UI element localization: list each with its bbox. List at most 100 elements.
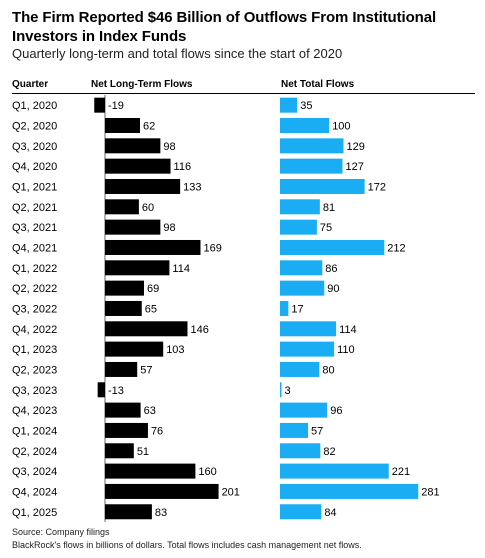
long-term-bar	[105, 178, 181, 194]
total-bar	[280, 321, 337, 337]
total-value-label: 84	[324, 507, 336, 519]
long-term-value-label: 201	[222, 486, 240, 498]
total-bar	[280, 443, 321, 459]
long-term-bar	[94, 97, 105, 113]
total-value-label: 281	[421, 486, 439, 498]
long-term-bar	[97, 382, 105, 398]
long-term-value-label: 169	[203, 242, 221, 254]
chart-title: The Firm Reported $46 Billion of Outflow…	[12, 9, 437, 45]
total-value-label: 110	[337, 344, 355, 356]
total-value-label: 127	[345, 161, 363, 173]
category-label: Q1, 2024	[12, 425, 57, 437]
total-value-label: 80	[322, 364, 334, 376]
total-bar	[280, 422, 309, 438]
long-term-value-label: 51	[137, 446, 149, 458]
category-label: Q2, 2020	[12, 120, 57, 132]
total-bar	[280, 117, 330, 133]
category-label: Q4, 2022	[12, 324, 57, 336]
category-label: Q3, 2024	[12, 466, 57, 478]
total-bar	[280, 463, 389, 479]
long-term-bar	[105, 280, 144, 296]
long-term-value-label: 114	[172, 263, 190, 275]
long-term-value-label: 76	[151, 425, 163, 437]
header-rule	[12, 93, 475, 94]
total-bar	[280, 504, 322, 520]
total-value-label: 100	[332, 120, 350, 132]
total-value-label: 212	[387, 242, 405, 254]
long-term-bar	[105, 138, 161, 154]
category-label: Q4, 2021	[12, 242, 57, 254]
total-value-label: 17	[291, 303, 303, 315]
total-bar	[280, 158, 343, 174]
long-term-value-label: 63	[144, 405, 156, 417]
total-value-label: 86	[325, 263, 337, 275]
long-term-bar	[105, 321, 188, 337]
long-term-value-label: 57	[140, 364, 152, 376]
long-term-bar	[105, 443, 134, 459]
long-term-bar	[105, 422, 148, 438]
long-term-bar	[105, 117, 141, 133]
total-bar	[280, 382, 282, 398]
long-term-bar	[105, 260, 170, 276]
category-label: Q1, 2025	[12, 507, 57, 519]
category-label: Q3, 2021	[12, 222, 57, 234]
total-value-label: 3	[284, 385, 290, 397]
total-value-label: 81	[323, 202, 335, 214]
footnote: BlackRock's flows in billions of dollars…	[12, 540, 362, 550]
total-bar	[280, 178, 365, 194]
category-label: Q4, 2020	[12, 161, 57, 173]
chart-subtitle: Quarterly long-term and total flows sinc…	[12, 46, 343, 61]
header-total: Net Total Flows	[281, 79, 355, 90]
long-term-bar	[105, 504, 152, 520]
total-bar	[280, 280, 325, 296]
total-bar	[280, 260, 323, 276]
total-bar	[280, 402, 328, 418]
long-term-value-label: 60	[142, 202, 154, 214]
category-label: Q2, 2021	[12, 202, 57, 214]
long-term-value-label: 146	[190, 324, 208, 336]
category-label: Q3, 2020	[12, 141, 57, 153]
long-term-value-label: ‑19	[108, 100, 124, 112]
long-term-value-label: 116	[174, 161, 192, 173]
long-term-value-label: 65	[145, 303, 157, 315]
long-term-value-label: 103	[166, 344, 184, 356]
source-note: Source: Company filings	[12, 527, 110, 537]
long-term-value-label: 69	[147, 283, 159, 295]
category-label: Q2, 2022	[12, 283, 57, 295]
long-term-bar	[105, 199, 139, 215]
long-term-bar	[105, 300, 142, 316]
header-quarter: Quarter	[12, 79, 49, 90]
total-bar	[280, 239, 385, 255]
total-bar	[280, 483, 419, 499]
total-bar	[280, 97, 298, 113]
category-label: Q4, 2024	[12, 486, 57, 498]
total-bar	[280, 219, 317, 235]
long-term-bar	[105, 341, 164, 357]
total-value-label: 57	[311, 425, 323, 437]
category-label: Q4, 2023	[12, 405, 57, 417]
category-label: Q3, 2023	[12, 385, 57, 397]
total-bar	[280, 341, 335, 357]
long-term-bar	[105, 361, 138, 377]
total-bar	[280, 199, 320, 215]
total-value-label: 172	[368, 181, 386, 193]
long-term-value-label: 83	[155, 507, 167, 519]
long-term-value-label: 98	[163, 141, 175, 153]
category-label: Q1, 2020	[12, 100, 57, 112]
category-label: Q2, 2024	[12, 446, 57, 458]
total-bar	[280, 361, 320, 377]
long-term-bar	[105, 463, 196, 479]
total-value-label: 82	[323, 446, 335, 458]
category-label: Q2, 2023	[12, 364, 57, 376]
category-label: Q3, 2022	[12, 303, 57, 315]
total-value-label: 75	[320, 222, 332, 234]
long-term-value-label: 62	[143, 120, 155, 132]
long-term-bar	[105, 483, 219, 499]
long-term-bar	[105, 158, 171, 174]
category-label: Q1, 2021	[12, 181, 57, 193]
total-value-label: 129	[346, 141, 364, 153]
total-value-label: 96	[330, 405, 342, 417]
total-value-label: 114	[339, 324, 357, 336]
long-term-value-label: 160	[198, 466, 216, 478]
